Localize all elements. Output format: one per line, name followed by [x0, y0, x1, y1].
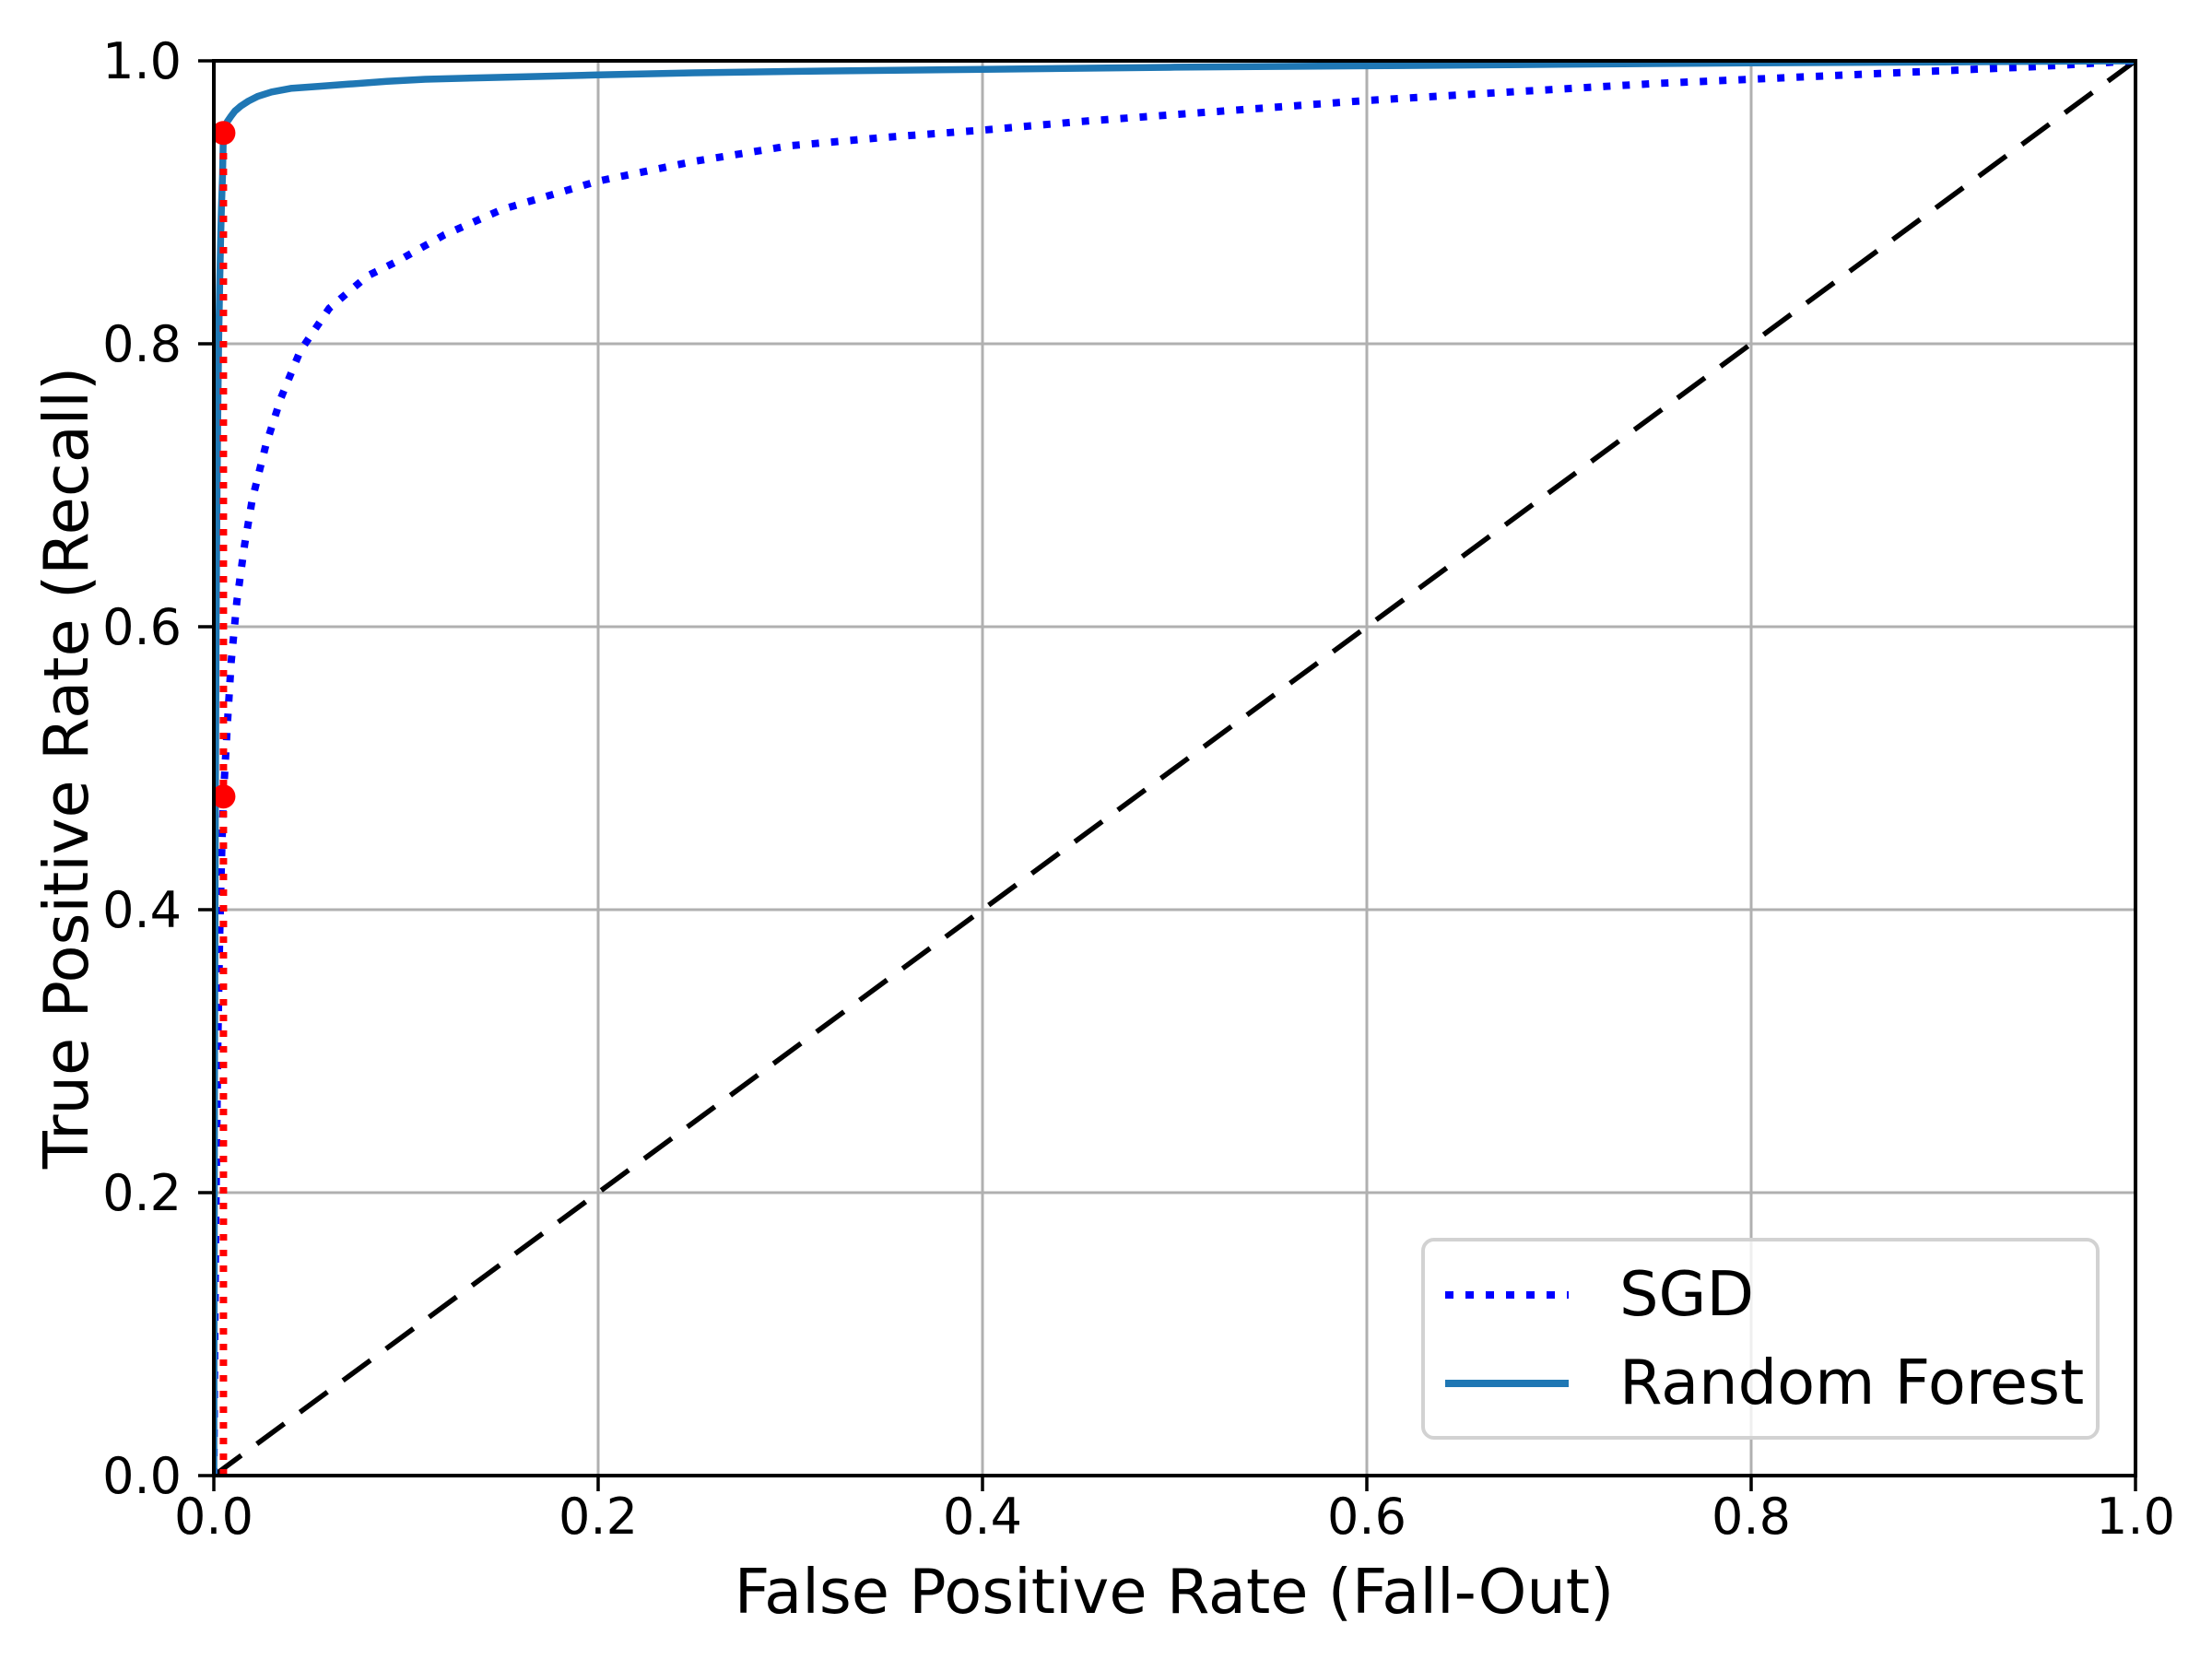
x-tick-label: 1.0 [2096, 1488, 2175, 1546]
legend-label-sgd: SGD [1619, 1258, 1755, 1330]
legend-random-forest-line-sample-icon [1445, 1379, 1569, 1387]
y-tick-label: 0.8 [102, 315, 182, 373]
threshold-point [214, 121, 236, 146]
y-tick-label: 0.0 [102, 1447, 182, 1505]
x-tick-label: 0.6 [1327, 1488, 1406, 1546]
x-tick-label: 0.4 [943, 1488, 1022, 1546]
x-tick-label: 0.0 [174, 1488, 253, 1546]
y-tick-label: 0.4 [102, 881, 182, 939]
legend-sgd-line-sample-icon [1445, 1290, 1569, 1299]
y-tick-label: 1.0 [102, 32, 182, 90]
x-tick-label: 0.2 [559, 1488, 638, 1546]
y-tick-label: 0.2 [102, 1164, 182, 1222]
legend-item-random-forest: Random Forest [1445, 1339, 2096, 1428]
y-tick-label: 0.6 [102, 598, 182, 656]
y-axis-label: True Positive Rate (Recall) [30, 366, 102, 1170]
random-forest-roc-curve [214, 61, 2136, 1476]
threshold-point [214, 784, 236, 809]
legend-label-random-forest: Random Forest [1619, 1347, 2085, 1418]
data-layer [214, 61, 2136, 1476]
legend-item-sgd: SGD [1445, 1251, 2096, 1339]
legend: SGD Random Forest [1421, 1238, 2100, 1440]
x-axis-label: False Positive Rate (Fall-Out) [734, 1556, 1615, 1628]
chance-diagonal-line [214, 61, 2136, 1476]
x-tick-label: 0.8 [1712, 1488, 1791, 1546]
axes-layer: 0.0 0.2 0.4 0.6 0.8 1.0 0.0 0.2 0.4 0.6 0.8 1.0 [102, 32, 2175, 1546]
plot-spines [212, 59, 2137, 1477]
